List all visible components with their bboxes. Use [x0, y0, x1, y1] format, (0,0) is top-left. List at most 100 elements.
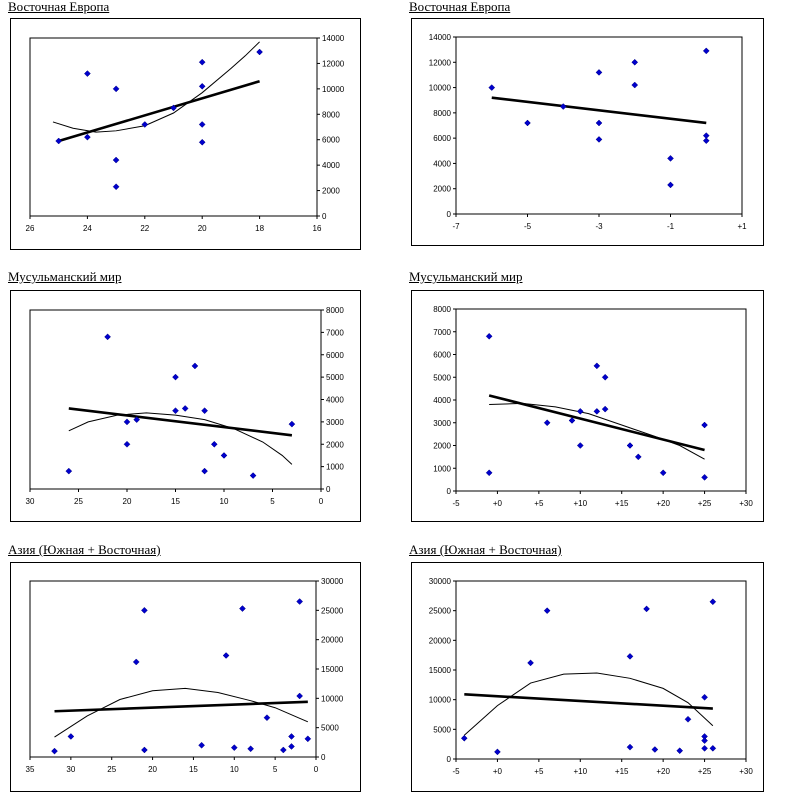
- data-point: [256, 48, 263, 56]
- data-point: [112, 183, 120, 191]
- data-point: [239, 605, 246, 612]
- y-tick-label: 4000: [433, 396, 451, 405]
- data-point: [543, 607, 551, 615]
- data-point: [296, 598, 304, 605]
- y-tick-label: 0: [447, 755, 452, 764]
- data-point: [112, 85, 120, 93]
- chart-frame-4: [10, 562, 361, 792]
- y-tick-label: 0: [322, 212, 327, 221]
- data-point: [141, 121, 149, 128]
- y-tick-label: 30000: [321, 577, 344, 586]
- data-point: [198, 138, 206, 146]
- y-tick-label: 15000: [321, 665, 344, 674]
- y-tick-label: 25000: [429, 607, 452, 616]
- y-tick-label: 6000: [322, 136, 340, 145]
- data-point: [296, 692, 304, 700]
- x-tick-label: 0: [314, 765, 319, 774]
- y-tick-label: 4000: [433, 159, 451, 168]
- x-tick-label: 20: [123, 497, 132, 506]
- data-point: [595, 69, 603, 76]
- data-point: [198, 58, 206, 66]
- y-tick-label: 8000: [322, 110, 340, 119]
- data-point: [702, 137, 710, 145]
- data-point: [626, 442, 634, 449]
- data-point: [701, 693, 708, 701]
- data-point: [123, 418, 131, 426]
- data-point: [181, 405, 189, 412]
- data-point: [543, 419, 551, 427]
- data-point: [702, 47, 710, 55]
- x-tick-label: 25: [107, 765, 116, 774]
- data-point: [651, 746, 659, 753]
- data-point: [576, 408, 584, 415]
- x-tick-label: 30: [26, 497, 35, 506]
- y-tick-label: 10000: [429, 696, 452, 705]
- data-point: [701, 737, 708, 744]
- data-point: [84, 70, 91, 77]
- data-point: [676, 747, 684, 755]
- x-tick-label: -5: [452, 499, 460, 508]
- chart-title-0: Восточная Европа: [8, 0, 110, 14]
- y-tick-label: 3000: [326, 418, 344, 427]
- plot-area: [455, 580, 747, 760]
- data-point: [631, 81, 639, 89]
- data-point: [601, 373, 609, 381]
- x-tick-label: 25: [74, 497, 83, 506]
- y-tick-label: 2000: [322, 187, 340, 196]
- data-point: [667, 155, 674, 162]
- data-point: [249, 472, 257, 479]
- data-point: [51, 747, 58, 755]
- x-tick-label: -3: [595, 222, 603, 231]
- data-point: [601, 405, 609, 413]
- y-tick-label: 5000: [433, 373, 451, 382]
- data-point: [198, 82, 206, 90]
- x-tick-label: -5: [452, 767, 460, 776]
- x-tick-label: 20: [148, 765, 157, 774]
- y-tick-label: 20000: [321, 636, 344, 645]
- x-tick-label: +10: [573, 499, 587, 508]
- data-point: [230, 744, 238, 751]
- x-tick-label: 5: [273, 765, 278, 774]
- y-tick-label: 30000: [429, 577, 452, 586]
- x-tick-label: 22: [140, 224, 149, 233]
- x-tick-label: -1: [667, 222, 675, 231]
- data-point: [626, 652, 634, 660]
- data-point: [485, 332, 493, 340]
- data-point: [643, 605, 650, 613]
- y-tick-label: 2000: [326, 440, 344, 449]
- x-tick-label: +0: [493, 499, 503, 508]
- y-tick-label: 0: [447, 210, 452, 219]
- data-point: [593, 362, 601, 370]
- data-point: [576, 442, 584, 449]
- x-tick-label: 15: [171, 497, 180, 506]
- x-tick-label: +25: [698, 767, 712, 776]
- x-tick-label: +15: [615, 499, 629, 508]
- chart-title-4: Азия (Южная + Восточная): [8, 542, 161, 557]
- x-tick-label: +20: [656, 767, 670, 776]
- x-tick-label: +30: [739, 499, 753, 508]
- y-tick-label: 12000: [429, 58, 452, 67]
- y-tick-label: 3000: [433, 419, 451, 428]
- data-point: [460, 734, 468, 742]
- data-point: [123, 440, 131, 448]
- data-point: [595, 119, 603, 127]
- chart-title-5: Азия (Южная + Восточная): [409, 542, 562, 557]
- data-point: [141, 606, 148, 614]
- data-point: [198, 121, 206, 128]
- y-tick-label: 0: [321, 753, 326, 762]
- y-tick-label: 10000: [429, 84, 452, 93]
- data-point: [84, 133, 91, 141]
- linear-trendline: [491, 96, 707, 125]
- data-point: [247, 745, 254, 753]
- y-tick-label: 14000: [322, 34, 345, 43]
- data-point: [279, 746, 287, 754]
- y-tick-label: 20000: [429, 636, 452, 645]
- x-tick-label: -5: [524, 222, 532, 231]
- y-tick-label: 6000: [326, 351, 344, 360]
- x-tick-label: 10: [220, 497, 229, 506]
- data-point: [593, 408, 601, 415]
- data-point: [67, 733, 75, 740]
